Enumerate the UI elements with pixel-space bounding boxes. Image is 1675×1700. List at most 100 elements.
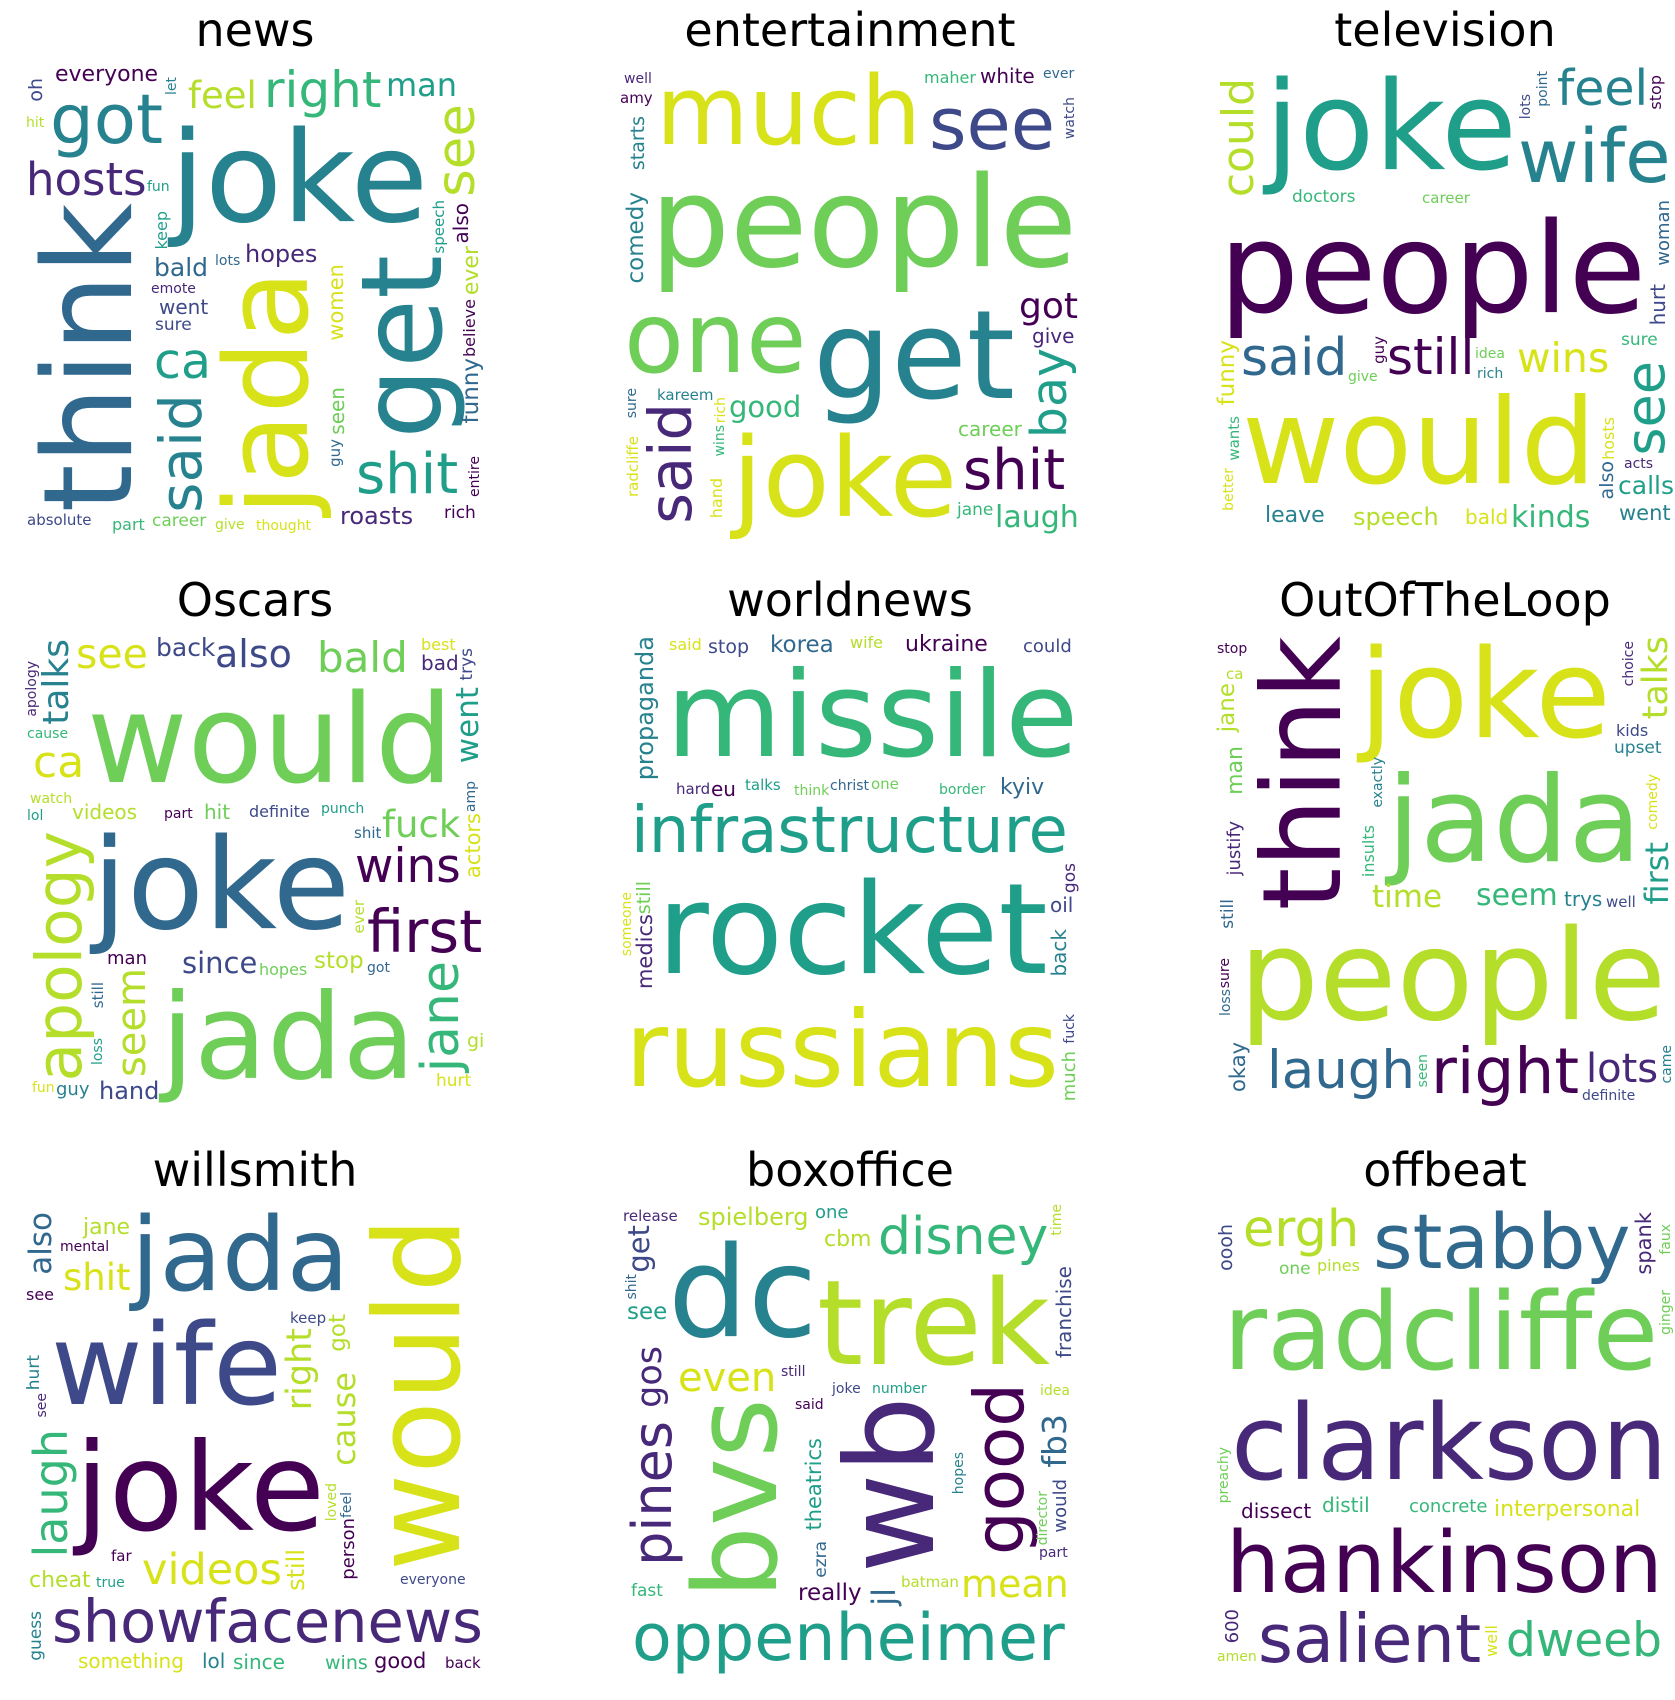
cloud-word: stop: [1646, 75, 1665, 110]
cloud-word: batman: [901, 1573, 959, 1591]
cloud-word: fast: [631, 1581, 663, 1601]
cloud-word: apology: [25, 661, 40, 717]
panel-title: worldnews: [727, 573, 973, 627]
cloud-word: oil: [1050, 893, 1074, 917]
cloud-word: hosts: [26, 153, 147, 206]
cloud-word: maher: [924, 68, 976, 87]
cloud-word: fun: [147, 179, 170, 195]
cloud-word: better: [1221, 468, 1237, 511]
cloud-word: get: [338, 255, 468, 439]
cloud-word: clarkson: [1231, 1382, 1668, 1504]
cloud-word: said: [636, 403, 705, 524]
panel-title: news: [195, 3, 315, 57]
cloud-word: jane: [83, 1215, 131, 1240]
panel-title: willsmith: [152, 1143, 358, 1197]
cloud-word: loss: [90, 1038, 106, 1066]
cloud-word: see: [426, 104, 487, 197]
cloud-word: laugh: [995, 500, 1079, 535]
cloud-word: insults: [1359, 825, 1378, 878]
cloud-word: oppenheimer: [632, 1601, 1065, 1676]
cloud-word: also: [215, 634, 292, 676]
cloud-word: fuck: [1062, 1014, 1078, 1044]
cloud-word: cause: [27, 726, 69, 742]
cloud-word: hit: [204, 800, 231, 824]
cloud-word: jl: [865, 1588, 903, 1606]
cloud-word: hopes: [951, 1452, 967, 1495]
cloud-word: definite: [1582, 1088, 1636, 1104]
cloud-word: videos: [142, 1545, 282, 1595]
cloud-word: would: [87, 669, 454, 812]
cloud-word: someone: [620, 892, 635, 957]
cloud-word: much: [1059, 1051, 1080, 1102]
cloud-word: even: [678, 1355, 777, 1401]
cloud-word: trys: [457, 648, 477, 681]
cloud-word: stop: [314, 948, 364, 974]
cloud-word: rich: [444, 503, 476, 523]
cloud-word: idea: [1475, 346, 1505, 362]
cloud-word: ca: [154, 333, 211, 390]
cloud-word: person: [338, 1518, 359, 1580]
cloud-word: keep: [290, 1309, 327, 1327]
cloud-word: sure: [1621, 330, 1658, 350]
cloud-word: hard: [676, 780, 711, 798]
cloud-word: jane: [411, 961, 471, 1073]
cloud-word: rich: [1477, 366, 1504, 382]
cloud-word: hand: [707, 478, 726, 519]
cloud-word: got: [50, 80, 164, 160]
cloud-word: would: [350, 1217, 488, 1572]
cloud-word: said: [669, 635, 702, 654]
cloud-word: let: [164, 77, 180, 95]
cloud-word: one: [624, 282, 807, 396]
cloud-word: jane: [1215, 683, 1240, 733]
cloud-word: stop: [708, 636, 750, 658]
cloud-word: shit: [624, 1274, 640, 1300]
cloud-word: time: [1372, 879, 1443, 915]
cloud-word: sure: [155, 315, 192, 335]
cloud-word: lol: [202, 1649, 226, 1673]
cloud-word: see: [26, 1285, 55, 1304]
cloud-word: really: [798, 1580, 862, 1606]
cloud-word: right: [280, 1328, 320, 1411]
cloud-word: true: [96, 1575, 125, 1591]
cloud-word: think: [25, 203, 161, 513]
cloud-word: everyone: [55, 64, 159, 87]
cloud-word: part: [112, 515, 145, 534]
cloud-word: russians: [625, 989, 1059, 1111]
cloud-word: think: [1239, 636, 1366, 911]
cloud-word: still: [1387, 328, 1475, 386]
cloud-word: mental: [60, 1239, 110, 1255]
cloud-word: white: [980, 64, 1035, 88]
cloud-word: lots: [215, 253, 241, 269]
cloud-word: could: [1215, 78, 1264, 198]
cloud-word: laugh: [25, 1429, 78, 1558]
cloud-word: woman: [1653, 200, 1674, 266]
cloud-word: sure: [624, 388, 640, 419]
cloud-word: got: [367, 960, 390, 976]
cloud-word: entire: [467, 456, 483, 497]
cloud-word: preachy: [1216, 1447, 1232, 1504]
cloud-word: release: [623, 1207, 678, 1225]
cloud-word: watch: [30, 791, 73, 807]
cloud-word: jada: [201, 270, 335, 516]
cloud-word: dc: [668, 1219, 818, 1366]
cloud-word: said: [1241, 328, 1348, 388]
cloud-word: much: [656, 64, 922, 167]
cloud-word: hand: [99, 1077, 160, 1105]
cloud-word: best: [421, 635, 456, 654]
cloud-word: fb3: [1035, 1414, 1074, 1468]
cloud-word: rocket: [657, 856, 1048, 1003]
cloud-word: also: [449, 203, 473, 244]
cloud-word: wife: [850, 634, 884, 652]
cloud-word: shit: [356, 442, 459, 507]
panel-title: television: [1334, 3, 1556, 57]
cloud-word: joke: [732, 414, 958, 542]
panel-title: boxoffice: [746, 1143, 954, 1197]
cloud-word: would: [1242, 374, 1597, 512]
cloud-word: right: [1431, 1035, 1580, 1108]
cloud-word: since: [182, 946, 258, 980]
cloud-word: got: [325, 1314, 351, 1352]
cloud-word: ever: [459, 246, 484, 296]
cloud-word: lol: [27, 808, 44, 824]
cloud-word: pines: [621, 1421, 684, 1566]
wordcloud-panel: entertainment peoplegetjadathinkwouldjoke…: [610, 0, 1090, 560]
